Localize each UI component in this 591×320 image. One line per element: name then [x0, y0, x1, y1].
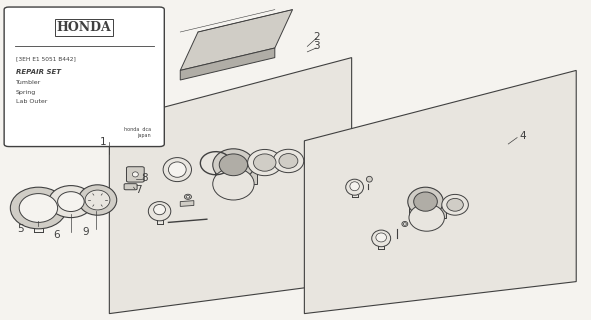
Ellipse shape	[219, 154, 248, 176]
Ellipse shape	[372, 230, 391, 247]
FancyBboxPatch shape	[124, 184, 137, 190]
Text: 1: 1	[100, 137, 107, 148]
Ellipse shape	[186, 196, 190, 198]
Ellipse shape	[254, 154, 276, 171]
Polygon shape	[109, 58, 352, 314]
Text: 8: 8	[141, 172, 148, 183]
Polygon shape	[180, 48, 275, 80]
Ellipse shape	[273, 149, 304, 173]
Text: 4: 4	[519, 131, 527, 141]
Ellipse shape	[402, 221, 408, 227]
Polygon shape	[409, 202, 446, 218]
Ellipse shape	[409, 204, 444, 231]
Text: HONDA: HONDA	[57, 21, 112, 34]
Text: Spring: Spring	[16, 90, 36, 95]
Ellipse shape	[447, 198, 463, 211]
Ellipse shape	[154, 204, 165, 215]
FancyBboxPatch shape	[4, 7, 164, 147]
Text: [3EH E1 5051 B442]: [3EH E1 5051 B442]	[16, 56, 76, 61]
Polygon shape	[180, 201, 194, 206]
Polygon shape	[215, 165, 257, 184]
Ellipse shape	[403, 223, 407, 225]
Ellipse shape	[168, 162, 186, 177]
Ellipse shape	[346, 179, 363, 195]
Ellipse shape	[441, 195, 468, 215]
Text: 3: 3	[313, 41, 320, 52]
Ellipse shape	[78, 185, 116, 215]
Ellipse shape	[213, 149, 254, 181]
Text: 2: 2	[313, 32, 320, 42]
Text: 6: 6	[53, 230, 60, 240]
Text: honda  dca
japan: honda dca japan	[124, 127, 151, 138]
Ellipse shape	[148, 202, 171, 221]
Text: Lab Outer: Lab Outer	[16, 99, 47, 104]
Ellipse shape	[58, 192, 84, 212]
Ellipse shape	[279, 154, 298, 168]
Text: Tumbler: Tumbler	[16, 80, 41, 85]
Text: 9: 9	[82, 227, 89, 237]
Polygon shape	[180, 10, 293, 70]
Ellipse shape	[366, 176, 372, 182]
Text: REPAIR SET: REPAIR SET	[16, 69, 61, 75]
Ellipse shape	[163, 158, 191, 182]
Ellipse shape	[213, 168, 254, 200]
Ellipse shape	[184, 194, 191, 199]
Polygon shape	[304, 70, 576, 314]
Ellipse shape	[10, 187, 66, 229]
Ellipse shape	[48, 186, 93, 218]
Ellipse shape	[85, 190, 110, 210]
Ellipse shape	[350, 182, 359, 191]
Text: 7: 7	[135, 185, 142, 196]
FancyBboxPatch shape	[126, 167, 144, 182]
Ellipse shape	[376, 233, 387, 242]
Ellipse shape	[132, 172, 138, 177]
Ellipse shape	[414, 192, 437, 211]
Text: 5: 5	[17, 224, 24, 234]
Ellipse shape	[248, 149, 282, 176]
Ellipse shape	[408, 187, 443, 216]
Ellipse shape	[19, 194, 58, 222]
